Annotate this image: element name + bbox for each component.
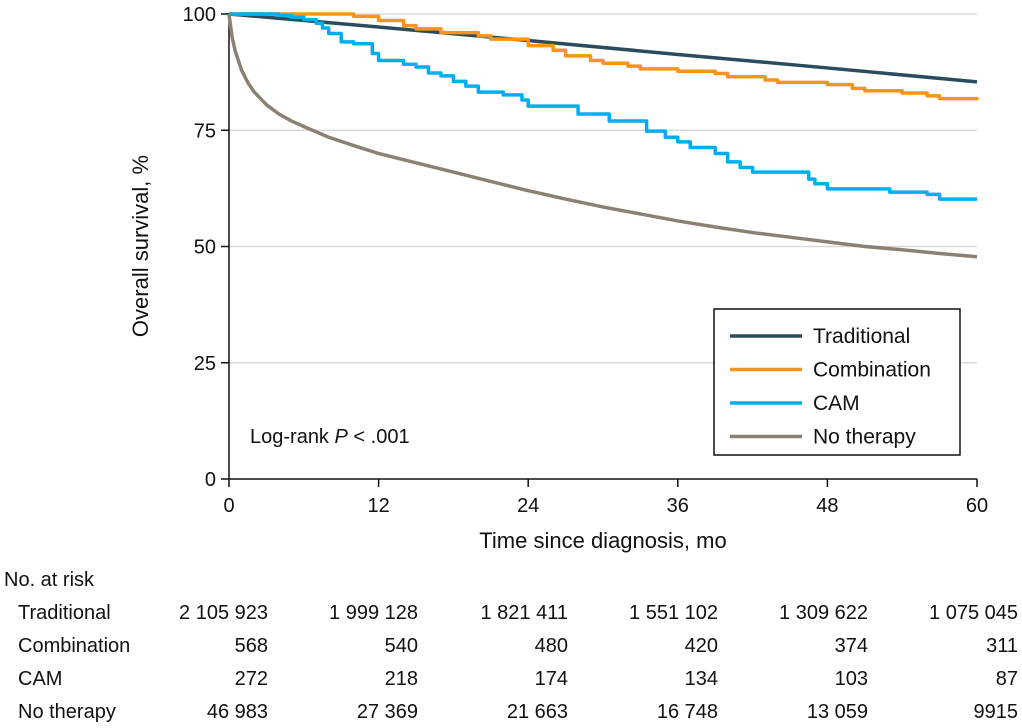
x-tick-label: 0 [223, 495, 234, 517]
legend-label: CAM [813, 392, 860, 415]
risk-cell: 87 [996, 668, 1018, 690]
series-line-traditional [228, 12, 978, 84]
risk-cell: 2 105 923 [179, 602, 268, 624]
risk-cell: 1 821 411 [481, 602, 569, 624]
y-tick-label: 25 [194, 353, 216, 375]
risk-cell: 1 309 622 [779, 602, 868, 624]
risk-cell: 27 369 [357, 701, 418, 723]
legend-label: Combination [813, 359, 931, 382]
legend: Traditional Combination CAM No therapy [713, 308, 961, 456]
y-tick-label: 75 [194, 120, 216, 142]
legend-label: No therapy [813, 426, 916, 449]
log-rank-annotation: Log-rank P < .001 [250, 426, 410, 448]
y-tick-label: 100 [183, 4, 216, 26]
risk-cell: 16 748 [657, 701, 718, 723]
risk-row-label: No therapy [18, 701, 116, 723]
risk-cell: 1 551 102 [629, 602, 718, 624]
y-axis-label: Overall survival, % [128, 155, 153, 337]
series-line-cam [229, 12, 977, 201]
risk-cell: 218 [385, 668, 418, 690]
risk-row-label: CAM [18, 668, 62, 690]
risk-cell: 311 [986, 635, 1018, 657]
risk-cell: 420 [685, 635, 718, 657]
risk-cell: 1 999 128 [329, 602, 418, 624]
legend-label: Traditional [813, 325, 910, 348]
risk-row-label: Combination [18, 635, 130, 657]
risk-cell: 540 [385, 635, 418, 657]
risk-cell: 272 [235, 668, 268, 690]
risk-cell: 9915 [974, 701, 1019, 723]
risk-cell: 1 075 045 [929, 602, 1018, 624]
y-tick-label: 0 [205, 469, 216, 491]
x-axis-label: Time since diagnosis, mo [479, 528, 726, 553]
x-tick-label: 24 [517, 495, 539, 517]
x-tick-label: 36 [667, 495, 689, 517]
risk-cell: 103 [835, 668, 868, 690]
risk-cell: 13 059 [807, 701, 868, 723]
x-tick-label: 48 [816, 495, 838, 517]
risk-cell: 480 [535, 635, 568, 657]
risk-table-title: No. at risk [4, 569, 95, 591]
legend-box [713, 308, 961, 456]
y-tick-label: 50 [194, 237, 216, 259]
risk-cell: 134 [685, 668, 718, 690]
risk-table: No. at risk Traditional 2 105 923 1 999 128… [4, 569, 1018, 723]
series-line-no-therapy [227, 13, 978, 259]
risk-cell: 568 [235, 635, 268, 657]
x-tick-label: 60 [966, 495, 988, 517]
risk-cell: 21 663 [507, 701, 568, 723]
series-line-combination [229, 12, 979, 101]
risk-cell: 374 [835, 635, 868, 657]
risk-cell: 46 983 [207, 701, 268, 723]
risk-cell: 174 [535, 668, 568, 690]
risk-row-label: Traditional [18, 602, 111, 624]
x-tick-label: 12 [367, 495, 389, 517]
